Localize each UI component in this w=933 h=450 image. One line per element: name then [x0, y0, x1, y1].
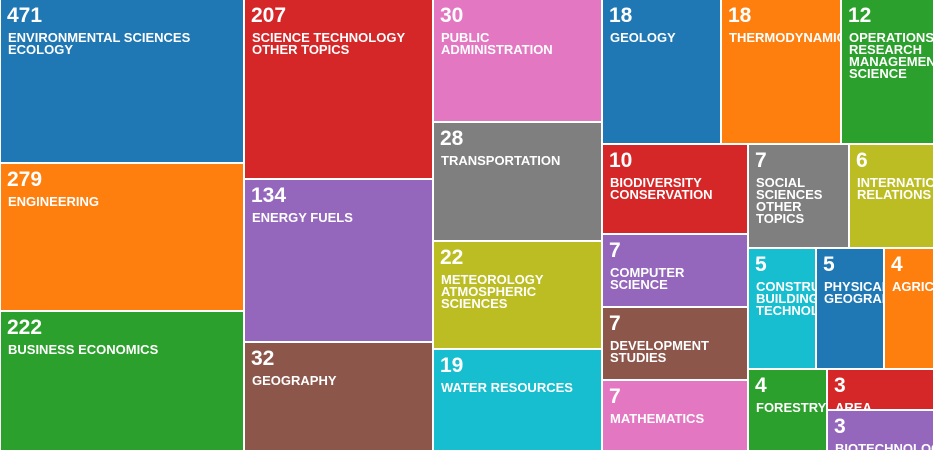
tile-value: 5: [755, 253, 767, 276]
tile-label: GEOGRAPHY: [252, 373, 337, 388]
tile-label: AREA STUDIES: [835, 400, 872, 409]
tile-label: FORESTRY: [756, 400, 826, 415]
tile-label: BIOTECHNOLOGY: [835, 441, 933, 450]
tile-value: 7: [755, 149, 767, 172]
treemap-tile-energy-fuels: 134 ENERGY FUELS: [243, 178, 432, 341]
tile-label: ENGINEERING: [8, 194, 100, 209]
treemap-tile-engineering: 279 ENGINEERING: [0, 162, 243, 310]
tile-label: BUSINESS ECONOMICS: [8, 342, 159, 357]
treemap-tile-business-economics: 222 BUSINESS ECONOMICS: [0, 310, 243, 450]
tile-value: 4: [755, 374, 767, 397]
tile-value: 10: [609, 149, 633, 172]
tile-value: 18: [728, 4, 752, 27]
tile-label: INTERNATIONAL RELATIONS: [857, 175, 933, 202]
tile-label: COMPUTER SCIENCE: [610, 265, 685, 292]
treemap-tile-international-relations: 6 INTERNATIONAL RELATIONS: [848, 143, 933, 247]
treemap-tile-transportation: 28 TRANSPORTATION: [432, 121, 601, 240]
tile-value: 7: [609, 239, 621, 262]
treemap-tile-operations-research-management-science: 12 OPERATIONS RESEARCH MANAGEMENT SCIENCE: [840, 0, 933, 143]
treemap-tile-thermodynamics: 18 THERMODYNAMICS: [720, 0, 840, 143]
tile-value: 134: [251, 184, 287, 207]
treemap-tile-forestry: 4 FORESTRY: [747, 368, 826, 450]
treemap-tile-social-sciences-other-topics: 7 SOCIAL SCIENCES OTHER TOPICS: [747, 143, 848, 247]
treemap-tile-meteorology-atmospheric-sciences: 22 METEOROLOGY ATMOSPHERIC SCIENCES: [432, 240, 601, 348]
tile-label: ENVIRONMENTAL SCIENCES ECOLOGY: [8, 30, 191, 57]
tile-label: TRANSPORTATION: [441, 153, 561, 168]
treemap-tile-water-resources: 19 WATER RESOURCES: [432, 348, 601, 450]
treemap-tile-computer-science: 7 COMPUTER SCIENCE: [601, 233, 747, 306]
treemap-tile-science-technology-other-topics: 207 SCIENCE TECHNOLOGY OTHER TOPICS: [243, 0, 432, 178]
tile-label: PUBLIC ADMINISTRATION: [441, 30, 553, 57]
tile-label: AGRICULTURE: [892, 279, 933, 294]
tile-label: METEOROLOGY ATMOSPHERIC SCIENCES: [441, 272, 544, 311]
treemap-tile-biodiversity-conservation: 10 BIODIVERSITY CONSERVATION: [601, 143, 747, 233]
treemap-tile-public-administration: 30 PUBLIC ADMINISTRATION: [432, 0, 601, 121]
tile-label: BIODIVERSITY CONSERVATION: [610, 175, 713, 202]
tile-value: 4: [891, 253, 903, 276]
tile-value: 30: [440, 4, 464, 27]
tile-label: GEOLOGY: [610, 30, 676, 45]
tile-value: 12: [848, 4, 872, 27]
treemap-tile-agriculture: 4 AGRICULTURE: [883, 247, 933, 368]
tile-value: 6: [856, 149, 868, 172]
tile-label: OPERATIONS RESEARCH MANAGEMENT SCIENCE: [849, 30, 933, 81]
treemap-tile-area-studies: 3 AREA STUDIES: [826, 368, 933, 409]
tile-label: SCIENCE TECHNOLOGY OTHER TOPICS: [252, 30, 405, 57]
treemap-tile-development-studies: 7 DEVELOPMENT STUDIES: [601, 306, 747, 379]
tile-value: 279: [7, 168, 43, 191]
tile-value: 5: [823, 253, 835, 276]
tile-value: 28: [440, 127, 464, 150]
tile-label: THERMODYNAMICS: [729, 30, 840, 45]
tile-value: 3: [834, 415, 846, 438]
tile-label: DEVELOPMENT STUDIES: [610, 338, 709, 365]
tile-value: 19: [440, 354, 464, 377]
tile-value: 7: [609, 312, 621, 335]
treemap-tile-physical-geography: 5 PHYSICAL GEOGRAPHY: [815, 247, 883, 368]
tile-label: WATER RESOURCES: [441, 380, 573, 395]
treemap-tile-biotechnology: 3 BIOTECHNOLOGY: [826, 409, 933, 450]
treemap-tile-mathematics: 7 MATHEMATICS: [601, 379, 747, 450]
tile-label: CONSTRUCTION BUILDING TECHNOLOGY: [756, 279, 815, 318]
treemap-tile-construction-building-technology: 5 CONSTRUCTION BUILDING TECHNOLOGY: [747, 247, 815, 368]
tile-value: 471: [7, 4, 43, 27]
treemap-tile-environmental-sciences-ecology: 471 ENVIRONMENTAL SCIENCES ECOLOGY: [0, 0, 243, 162]
tile-label: MATHEMATICS: [610, 411, 705, 426]
tile-value: 18: [609, 4, 633, 27]
tile-label: ENERGY FUELS: [252, 210, 353, 225]
tile-value: 3: [834, 374, 846, 397]
tile-value: 7: [609, 385, 621, 408]
tile-value: 222: [7, 316, 43, 339]
tile-value: 207: [251, 4, 287, 27]
tile-label: SOCIAL SCIENCES OTHER TOPICS: [756, 175, 823, 226]
tile-label: PHYSICAL GEOGRAPHY: [824, 279, 883, 306]
tile-value: 32: [251, 347, 275, 370]
treemap-tile-geology: 18 GEOLOGY: [601, 0, 720, 143]
treemap-tile-geography: 32 GEOGRAPHY: [243, 341, 432, 450]
tile-value: 22: [440, 246, 464, 269]
